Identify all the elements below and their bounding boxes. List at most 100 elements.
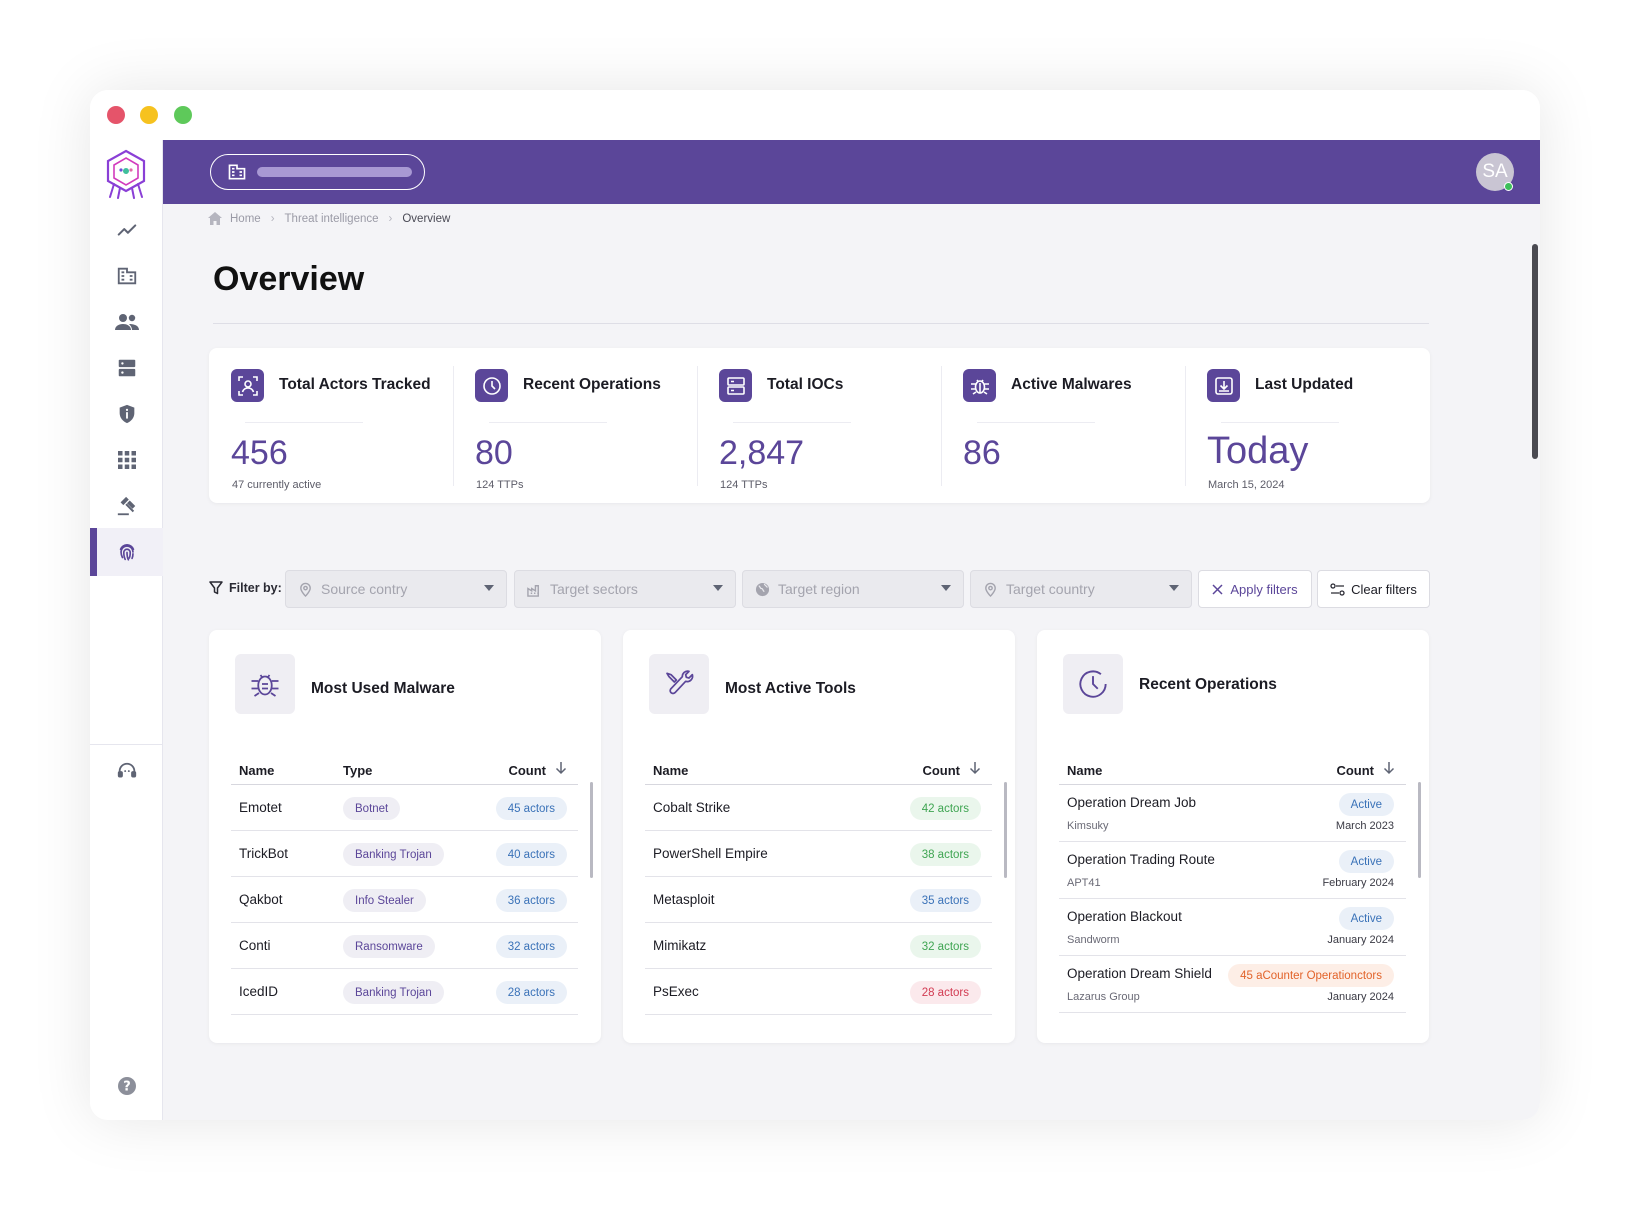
breadcrumb-section[interactable]: Threat intelligence	[284, 212, 379, 225]
sidebar-item-support[interactable]	[90, 748, 163, 796]
stat-label: Total IOCs	[767, 376, 844, 393]
column-count[interactable]: Count	[508, 763, 546, 778]
table-row[interactable]: Operation Dream Job Active Kimsuky March…	[1059, 785, 1406, 842]
table-scrollbar[interactable]	[1418, 782, 1421, 878]
building-icon	[228, 164, 246, 180]
actor-count-badge: 45 actors	[495, 797, 567, 820]
online-status-dot	[1504, 182, 1513, 191]
bug-icon	[963, 369, 996, 402]
table-row[interactable]: TrickBot Banking Trojan 40 actors	[231, 831, 578, 877]
stat-value: 80	[475, 434, 513, 472]
column-count[interactable]: Count	[1336, 763, 1374, 778]
table-row[interactable]: Operation Trading Route Active APT41 Feb…	[1059, 842, 1406, 899]
sidebar-item-analytics[interactable]	[90, 206, 163, 254]
organization-selector[interactable]	[210, 154, 425, 190]
breadcrumb-home[interactable]: Home	[230, 212, 261, 225]
sidebar-item-security[interactable]	[90, 390, 163, 438]
table-scrollbar[interactable]	[590, 782, 593, 878]
sidebar-item-help[interactable]: ?	[90, 1062, 163, 1110]
sidebar-item-organizations[interactable]	[90, 252, 163, 300]
operation-name: Operation Dream Job	[1067, 795, 1197, 810]
tools-table: Name Count Cobalt Strike 42 actors Power…	[645, 756, 992, 1015]
table-row[interactable]: PsExec 28 actors	[645, 969, 992, 1015]
stat-divider-line	[733, 422, 851, 423]
stat-label: Active Malwares	[1011, 376, 1132, 393]
chevron-right-icon: ›	[270, 212, 275, 225]
target-sectors-select[interactable]: Target sectors	[514, 570, 736, 608]
app-logo[interactable]	[102, 148, 150, 200]
arrow-down-icon[interactable]	[1383, 761, 1395, 775]
apply-filters-button[interactable]: Apply filters	[1198, 570, 1312, 608]
table-row[interactable]: IcedID Banking Trojan 28 actors	[231, 969, 578, 1015]
gavel-icon	[117, 496, 135, 516]
actor-count-badge: 35 actors	[909, 889, 981, 912]
main-content: Home › Threat intelligence › Overview Ov…	[163, 204, 1540, 1120]
actor-group: Lazarus Group	[1067, 991, 1140, 1003]
table-row[interactable]: Conti Ransomware 32 actors	[231, 923, 578, 969]
table-row[interactable]: Cobalt Strike 42 actors	[645, 785, 992, 831]
stat-value: 456	[231, 434, 288, 472]
column-name[interactable]: Name	[1067, 763, 1103, 778]
target-region-select[interactable]: Target region	[742, 570, 964, 608]
stat-separator	[697, 366, 698, 486]
target-sectors-placeholder: Target sectors	[550, 581, 638, 597]
wrench-icon	[649, 654, 709, 714]
source-country-select[interactable]: Source contry	[285, 570, 507, 608]
table-row[interactable]: Operation Blackout Active Sandworm Janua…	[1059, 899, 1406, 956]
actor-count-badge: 32 actors	[495, 935, 567, 958]
actor-count-badge: 36 actors	[495, 889, 567, 912]
page-scrollbar-thumb[interactable]	[1532, 244, 1538, 459]
sidebar-item-actors[interactable]	[90, 298, 163, 346]
sidebar-item-apps[interactable]	[90, 436, 163, 484]
table-row[interactable]: PowerShell Empire 38 actors	[645, 831, 992, 877]
table-row[interactable]: Mimikatz 32 actors	[645, 923, 992, 969]
malware-type-badge: Banking Trojan	[343, 843, 444, 866]
target-country-select[interactable]: Target country	[970, 570, 1192, 608]
malware-name: Qakbot	[239, 892, 283, 907]
column-name[interactable]: Name	[653, 763, 689, 778]
stat-divider-line	[489, 422, 607, 423]
column-count[interactable]: Count	[922, 763, 960, 778]
sidebar-item-legal[interactable]	[90, 482, 163, 530]
breadcrumb-current: Overview	[402, 212, 451, 225]
table-row[interactable]: Qakbot Info Stealer 36 actors	[231, 877, 578, 923]
fingerprint-icon	[119, 544, 134, 561]
malware-name: TrickBot	[239, 846, 289, 861]
stat-total-iocs: Total IOCs 2,847 124 TTPs	[697, 348, 941, 503]
table-row[interactable]: Operation Dream Shield 45 aCounter Opera…	[1059, 956, 1406, 1013]
status-badge: Active	[1338, 850, 1394, 873]
minimize-window-button[interactable]	[140, 106, 158, 124]
apply-filters-label: Apply filters	[1230, 581, 1298, 597]
table-row[interactable]: Metasploit 35 actors	[645, 877, 992, 923]
stat-divider-line	[1221, 422, 1339, 423]
arrow-down-icon[interactable]	[969, 761, 981, 775]
sidebar-item-infrastructure[interactable]	[90, 344, 163, 392]
arrow-down-icon[interactable]	[555, 761, 567, 775]
table-row[interactable]: Emotet Botnet 45 actors	[231, 785, 578, 831]
stat-recent-operations: Recent Operations 80 124 TTPs	[453, 348, 697, 503]
stat-separator	[941, 366, 942, 486]
maximize-window-button[interactable]	[174, 106, 192, 124]
target-country-placeholder: Target country	[1006, 581, 1095, 597]
clear-filters-label: Clear filters	[1351, 581, 1417, 597]
close-icon	[1212, 583, 1223, 595]
stats-panel: Total Actors Tracked 456 47 currently ac…	[209, 348, 1430, 503]
server-icon	[719, 369, 752, 402]
table-header: Name Count	[645, 756, 992, 785]
page-scrollbar[interactable]	[1524, 204, 1540, 1120]
operation-date: January 2024	[1327, 934, 1394, 946]
factory-icon	[527, 582, 542, 597]
most-used-malware-card: Most Used Malware Name Type Count Emotet…	[209, 630, 601, 1043]
chevron-down-icon	[484, 585, 494, 591]
sidebar-item-threat-intelligence[interactable]	[90, 528, 163, 576]
column-name[interactable]: Name	[239, 763, 275, 778]
home-icon[interactable]	[208, 212, 222, 225]
table-scrollbar[interactable]	[1004, 782, 1007, 878]
shield-info-icon	[119, 404, 134, 424]
clear-filters-button[interactable]: Clear filters	[1317, 570, 1430, 608]
column-type[interactable]: Type	[343, 763, 373, 778]
table-header: Name Count	[1059, 756, 1406, 785]
actor-group: Kimsuky	[1067, 820, 1109, 832]
close-window-button[interactable]	[107, 106, 125, 124]
most-active-tools-card: Most Active Tools Name Count Cobalt Stri…	[623, 630, 1015, 1043]
